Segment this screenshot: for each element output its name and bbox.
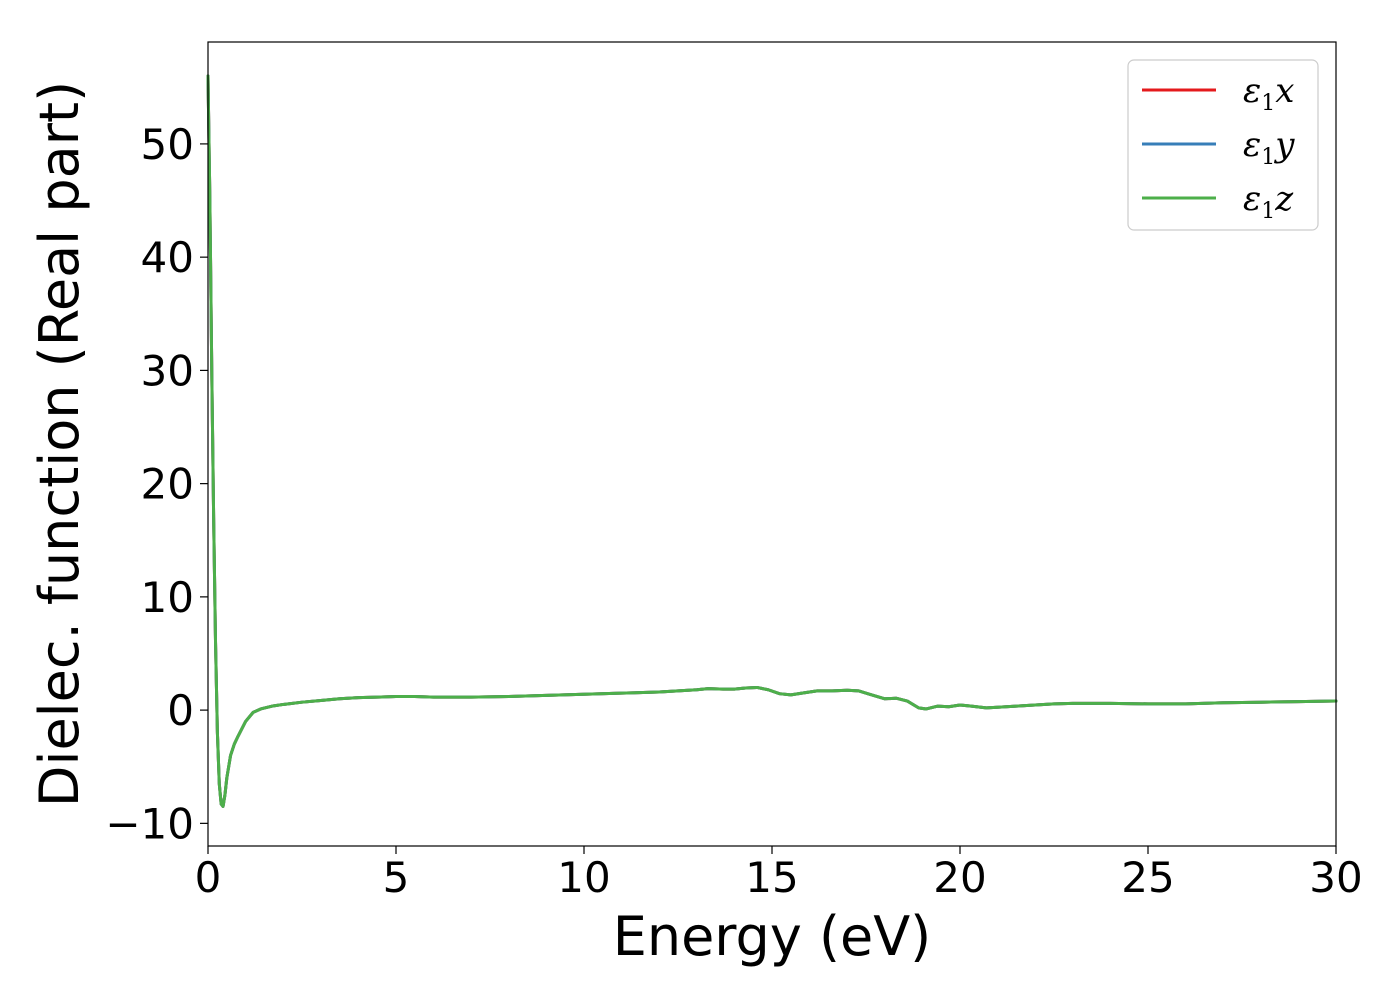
y-axis-label: Dielec. function (Real part): [28, 81, 91, 807]
y-tick-label: 30: [141, 346, 194, 395]
legend: ε1x ε1y ε1z: [1127, 59, 1319, 231]
legend-box: [1127, 59, 1319, 231]
x-tick-label: 30: [1309, 853, 1362, 902]
x-tick-label: 0: [195, 853, 222, 902]
y-tick-label: 0: [167, 686, 194, 735]
y-tick-label: 40: [141, 233, 194, 282]
legend-label-x: ε1x: [1243, 71, 1294, 116]
legend-label-z: ε1z: [1243, 179, 1294, 224]
y-tick-label: 10: [141, 573, 194, 622]
y-tick-label: −10: [105, 799, 194, 848]
x-tick-label: 20: [933, 853, 986, 902]
x-axis-label: Energy (eV): [613, 905, 932, 968]
y-tick-label: 50: [141, 120, 194, 169]
x-tick-label: 25: [1121, 853, 1174, 902]
y-axis-ticks: −10 0 10 20 30 40 50: [105, 120, 208, 848]
legend-label-y: ε1y: [1243, 125, 1295, 170]
x-tick-label: 5: [383, 853, 410, 902]
x-axis-ticks: 0 5 10 15 20 25 30: [195, 846, 1363, 902]
x-tick-label: 15: [745, 853, 798, 902]
series-line-z: [206, 74, 1338, 808]
x-tick-label: 10: [557, 853, 610, 902]
series-layer: [206, 74, 1338, 808]
y-tick-label: 20: [141, 460, 194, 509]
